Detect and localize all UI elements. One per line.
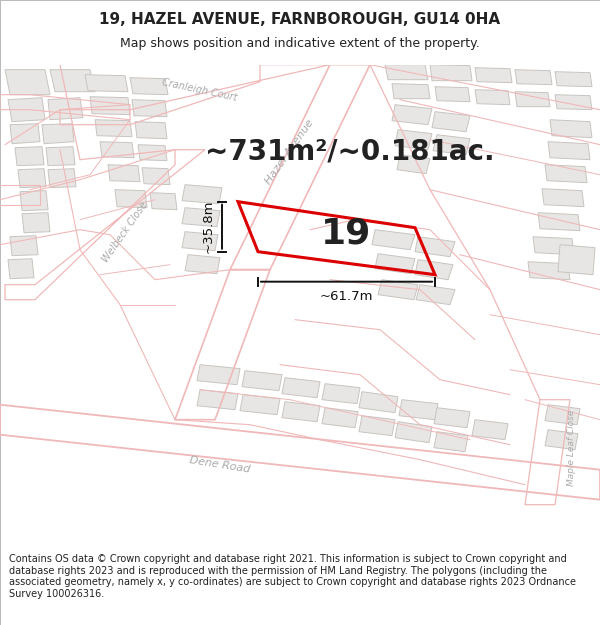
Text: Contains OS data © Crown copyright and database right 2021. This information is : Contains OS data © Crown copyright and d…	[9, 554, 576, 599]
Polygon shape	[397, 154, 430, 174]
Polygon shape	[392, 84, 430, 99]
Polygon shape	[90, 97, 130, 115]
Polygon shape	[515, 69, 552, 84]
Polygon shape	[182, 208, 220, 227]
Polygon shape	[197, 364, 240, 384]
Polygon shape	[8, 259, 34, 279]
Polygon shape	[392, 104, 432, 125]
Text: ~731m²/~0.181ac.: ~731m²/~0.181ac.	[205, 138, 495, 166]
Polygon shape	[115, 190, 147, 208]
Polygon shape	[22, 213, 50, 232]
Polygon shape	[138, 144, 167, 161]
Polygon shape	[399, 400, 438, 420]
Polygon shape	[555, 72, 592, 87]
Polygon shape	[416, 285, 455, 304]
Polygon shape	[10, 236, 38, 256]
Text: Maple Leaf Close: Maple Leaf Close	[568, 409, 577, 486]
Polygon shape	[434, 408, 470, 428]
Polygon shape	[15, 147, 44, 166]
Polygon shape	[142, 168, 170, 185]
Polygon shape	[434, 432, 468, 452]
Text: Hazel Avenue: Hazel Avenue	[264, 118, 316, 186]
Polygon shape	[48, 169, 76, 187]
Polygon shape	[100, 142, 134, 158]
Polygon shape	[545, 164, 587, 182]
Text: Welbeck Close: Welbeck Close	[100, 199, 149, 264]
Polygon shape	[150, 192, 177, 210]
Polygon shape	[282, 402, 320, 422]
Polygon shape	[8, 98, 45, 122]
Polygon shape	[322, 408, 358, 428]
Polygon shape	[359, 416, 395, 436]
Polygon shape	[46, 147, 75, 166]
Polygon shape	[85, 74, 128, 92]
Polygon shape	[5, 69, 50, 94]
Polygon shape	[132, 99, 167, 117]
Text: Cranleigh Court: Cranleigh Court	[161, 77, 239, 102]
Polygon shape	[95, 120, 132, 137]
Polygon shape	[533, 237, 574, 255]
Polygon shape	[20, 191, 48, 211]
Polygon shape	[130, 78, 168, 94]
Polygon shape	[322, 384, 360, 404]
Polygon shape	[558, 244, 595, 275]
Polygon shape	[475, 68, 512, 82]
Polygon shape	[282, 378, 320, 398]
Polygon shape	[430, 64, 472, 81]
Polygon shape	[528, 262, 570, 280]
Polygon shape	[240, 395, 280, 415]
Polygon shape	[415, 237, 455, 257]
Polygon shape	[50, 69, 95, 92]
Polygon shape	[548, 142, 590, 159]
Polygon shape	[515, 92, 550, 107]
Text: Dene Road: Dene Road	[189, 455, 251, 474]
Polygon shape	[542, 189, 584, 207]
Text: 19, HAZEL AVENUE, FARNBOROUGH, GU14 0HA: 19, HAZEL AVENUE, FARNBOROUGH, GU14 0HA	[100, 12, 500, 27]
Text: Map shows position and indicative extent of the property.: Map shows position and indicative extent…	[120, 38, 480, 50]
Text: ~35.8m: ~35.8m	[202, 200, 215, 254]
Polygon shape	[395, 422, 432, 442]
Text: 19: 19	[322, 217, 371, 251]
Polygon shape	[372, 229, 415, 249]
Polygon shape	[433, 134, 470, 154]
Polygon shape	[415, 260, 453, 280]
Polygon shape	[182, 232, 218, 251]
Polygon shape	[435, 87, 470, 102]
Polygon shape	[375, 254, 415, 274]
Polygon shape	[475, 89, 510, 104]
Polygon shape	[197, 390, 238, 410]
Polygon shape	[185, 255, 220, 274]
Polygon shape	[545, 430, 578, 449]
Polygon shape	[18, 169, 46, 187]
Polygon shape	[10, 124, 40, 144]
Polygon shape	[48, 98, 83, 120]
Polygon shape	[385, 64, 428, 79]
Polygon shape	[545, 405, 580, 425]
Polygon shape	[395, 129, 432, 149]
Polygon shape	[550, 120, 592, 138]
Polygon shape	[135, 122, 167, 139]
Polygon shape	[242, 371, 282, 391]
Polygon shape	[472, 420, 508, 440]
Polygon shape	[359, 392, 398, 412]
Polygon shape	[538, 213, 580, 231]
Polygon shape	[555, 94, 592, 110]
Text: ~61.7m: ~61.7m	[320, 290, 373, 303]
Polygon shape	[42, 124, 74, 144]
Polygon shape	[182, 185, 222, 204]
Polygon shape	[378, 280, 418, 299]
Polygon shape	[432, 112, 470, 132]
Polygon shape	[108, 164, 140, 182]
